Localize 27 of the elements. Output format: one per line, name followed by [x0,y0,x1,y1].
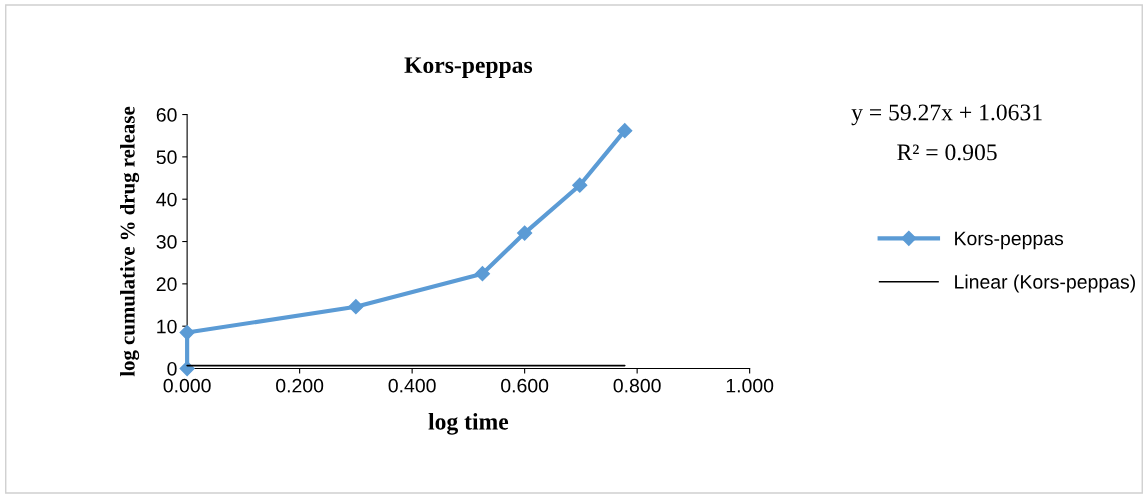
x-axis-title: log time [428,413,509,435]
y-tick-label: 0 [167,361,177,376]
point [572,177,588,193]
point [179,324,195,341]
y-tick-label: 30 [156,235,177,249]
y-axis-title: log cumulative % drug release [120,106,140,377]
point [348,299,364,315]
x-tick-label: 0.400 [388,378,436,393]
y-tick-label: 60 [156,108,177,122]
legend-label: Kors-peppas [955,231,1064,250]
point [617,123,633,139]
x-tick-label: 1.000 [726,378,774,393]
x-tick-label: 0.000 [163,378,211,393]
y-tick-label: 20 [156,277,177,292]
point [179,360,195,377]
x-tick-label: 0.200 [276,378,324,393]
point [517,225,533,241]
y-tick-label: 10 [157,319,177,334]
y-tick-label: 40 [156,192,177,207]
x-tick-label: 0.800 [613,378,661,393]
x-tick-label: 0.600 [501,378,549,393]
chart-title: Kors-peppas [404,57,533,78]
y-tick-label: 50 [156,150,177,165]
legend-label: Linear (Kors-peppas) [955,274,1135,293]
point [474,266,491,282]
text: R² = 0.905 [897,144,997,161]
text: y = 59.27x + 1.0631 [851,104,1042,126]
